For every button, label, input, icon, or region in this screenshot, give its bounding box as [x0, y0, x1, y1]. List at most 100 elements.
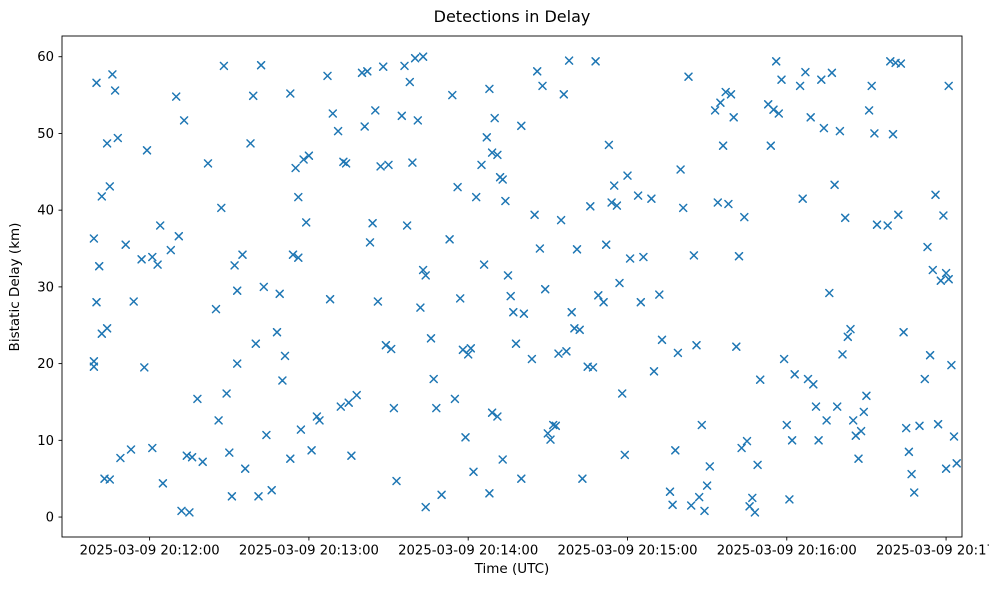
scatter-point — [333, 126, 343, 136]
scatter-point — [402, 221, 412, 230]
scatter-point — [418, 265, 428, 275]
scatter-point — [363, 67, 372, 76]
scatter-point — [538, 81, 547, 91]
scatter-point — [779, 354, 789, 364]
scatter-point — [137, 255, 146, 264]
scatter-point — [166, 245, 176, 255]
scatter-point — [527, 354, 537, 364]
scatter-point — [437, 490, 446, 500]
scatter-point — [530, 210, 539, 220]
scatter-point — [843, 332, 853, 342]
scatter-point — [562, 347, 571, 356]
scatter-point — [769, 105, 778, 114]
scatter-point — [586, 202, 595, 211]
scatter-point — [378, 62, 388, 71]
scatter-point — [668, 500, 677, 510]
scatter-point — [240, 464, 250, 473]
scatter-point — [949, 432, 959, 441]
scatter-point — [360, 122, 369, 131]
scatter-point — [203, 159, 213, 168]
scatter-point — [782, 420, 792, 430]
scatter-point — [920, 374, 930, 384]
scatter-point — [421, 271, 430, 280]
scatter-point — [519, 309, 529, 318]
scatter-point — [256, 60, 266, 70]
scatter-point — [254, 492, 263, 501]
scatter-point — [219, 61, 229, 71]
scatter-point — [498, 175, 507, 184]
scatter-point — [405, 77, 415, 87]
scatter-point — [896, 59, 906, 68]
scatter-point — [594, 291, 603, 300]
scatter-point — [246, 139, 255, 148]
scatter-point — [801, 67, 810, 77]
scatter-point — [432, 403, 441, 413]
scatter-point — [328, 109, 338, 118]
scatter-point — [936, 276, 946, 285]
y-tick-label: 50 — [37, 127, 54, 142]
scatter-point — [418, 52, 428, 61]
scatter-point — [386, 344, 396, 354]
scatter-point — [790, 370, 799, 379]
scatter-point — [352, 390, 361, 400]
scatter-point — [556, 215, 566, 225]
scatter-point — [591, 57, 600, 66]
scatter-point — [774, 109, 784, 118]
scatter-point — [140, 363, 149, 372]
scatter-point — [429, 374, 438, 384]
scatter-point — [301, 218, 311, 227]
scatter-point — [750, 508, 760, 517]
scatter-point — [726, 90, 736, 99]
scatter-point — [511, 339, 521, 348]
scatter-point — [171, 92, 181, 101]
scatter-point — [487, 408, 497, 417]
scatter-point — [487, 148, 497, 157]
scatter-point — [676, 165, 685, 174]
scatter-point — [939, 211, 948, 220]
scatter-point — [187, 452, 197, 462]
scatter-point — [105, 182, 115, 191]
scatter-point — [286, 89, 295, 98]
scatter-point — [325, 294, 335, 304]
scatter-point — [888, 129, 898, 139]
scatter-point — [509, 307, 518, 317]
scatter-point — [931, 190, 940, 200]
scatter-point — [655, 290, 664, 299]
x-tick-label: 2025-03-09 20:17:00 — [876, 544, 989, 559]
scatter-point — [299, 155, 308, 164]
scatter-point — [373, 297, 383, 306]
scatter-point — [578, 474, 587, 483]
scatter-point — [601, 240, 611, 249]
y-tick-label: 30 — [37, 280, 54, 295]
scatter-point — [416, 303, 425, 312]
scatter-point — [506, 291, 515, 301]
scatter-point — [639, 252, 648, 262]
scatter-point — [185, 508, 194, 517]
scatter-point — [864, 106, 874, 115]
scatter-point — [657, 335, 667, 345]
scatter-point — [227, 492, 237, 501]
scatter-point — [389, 403, 399, 413]
scatter-point — [222, 389, 231, 398]
scatter-point — [867, 81, 876, 91]
scatter-point — [872, 220, 882, 229]
y-tick-label: 0 — [46, 511, 54, 526]
scatter-point — [740, 212, 749, 222]
scatter-point — [806, 113, 815, 122]
scatter-point — [901, 423, 911, 433]
scatter-point — [336, 402, 346, 411]
scatter-point — [588, 363, 598, 372]
scatter-point — [158, 479, 168, 488]
scatter-point — [397, 111, 407, 121]
scatter-point — [408, 158, 417, 167]
scatter-point — [426, 334, 436, 343]
scatter-point — [941, 464, 951, 473]
scatter-point — [312, 412, 322, 421]
scatter-point — [814, 436, 823, 445]
scatter-point — [625, 254, 635, 263]
scatter-point — [466, 344, 476, 353]
scatter-point — [347, 451, 356, 460]
scatter-point — [485, 489, 494, 498]
scatter-point — [607, 198, 616, 207]
scatter-point — [817, 75, 826, 84]
